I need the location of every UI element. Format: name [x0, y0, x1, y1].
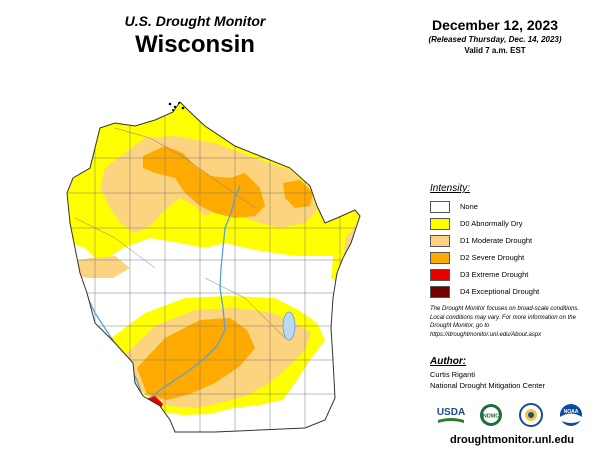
- department-of-commerce-seal-icon: [519, 403, 543, 427]
- map-date: December 12, 2023: [431, 17, 559, 33]
- noaa-logo: NOAA: [560, 404, 582, 426]
- legend-label: D4 Exceptional Drought: [460, 287, 540, 296]
- legend-swatch-d4: [430, 285, 450, 298]
- author-block: Author: Curtis Riganti National Drought …: [430, 356, 595, 391]
- legend-label: D2 Severe Drought: [460, 253, 525, 262]
- header-right: December 12, 2023 (Released Thursday, De…: [395, 16, 595, 56]
- release-date: (Released Thursday, Dec. 14, 2023): [428, 35, 562, 44]
- legend: Intensity: None D0 Abnormally Dry D1 Mod…: [430, 183, 595, 300]
- legend-label: D3 Extreme Drought: [460, 270, 529, 279]
- legend-swatch-d0: [430, 217, 450, 230]
- legend-swatch-d1: [430, 234, 450, 247]
- ndmc-logo-text: NDMC: [483, 414, 500, 420]
- author-name: Curtis Riganti: [430, 370, 476, 379]
- state-name: Wisconsin: [135, 31, 255, 58]
- legend-item-d3: D3 Extreme Drought: [430, 266, 595, 283]
- legend-item-d2: D2 Severe Drought: [430, 249, 595, 266]
- website-url[interactable]: droughtmonitor.unl.edu: [449, 434, 575, 446]
- d2-southwest-area: [137, 318, 255, 400]
- apostle-islands: [168, 102, 185, 111]
- author-heading: Author:: [430, 356, 467, 367]
- usda-logo-text: USDA: [437, 407, 465, 418]
- noaa-logo-text: NOAA: [564, 409, 579, 415]
- lake-winnebago: [282, 311, 296, 341]
- legend-label: D1 Moderate Drought: [460, 236, 533, 245]
- usda-logo: USDA: [437, 407, 465, 423]
- legend-item-none: None: [430, 198, 595, 215]
- d2-northeast-area: [283, 180, 313, 208]
- state-outline: [66, 101, 361, 433]
- legend-item-d4: D4 Exceptional Drought: [430, 283, 595, 300]
- partner-logos: USDA NDMC NOAA: [437, 403, 582, 427]
- ndmc-logo: NDMC: [480, 404, 502, 426]
- legend-item-d1: D1 Moderate Drought: [430, 232, 595, 249]
- legend-title: Intensity:: [430, 183, 471, 194]
- legend-item-d0: D0 Abnormally Dry: [430, 215, 595, 232]
- author-org: National Drought Mitigation Center: [430, 381, 546, 390]
- legend-label: D0 Abnormally Dry: [460, 219, 523, 228]
- legend-label: None: [460, 202, 478, 211]
- legend-swatch-none: [430, 200, 450, 213]
- valid-time: Valid 7 a.m. EST: [464, 46, 526, 55]
- product-name: U.S. Drought Monitor: [124, 13, 266, 29]
- disclaimer-note: The Drought Monitor focuses on broad-sca…: [430, 306, 580, 338]
- header-left: U.S. Drought Monitor Wisconsin: [95, 12, 295, 60]
- wisconsin-river: [149, 185, 241, 399]
- wisconsin-drought-map: [66, 101, 361, 433]
- legend-swatch-d2: [430, 251, 450, 264]
- d1-northwest-area: [67, 256, 130, 278]
- legend-swatch-d3: [430, 268, 450, 281]
